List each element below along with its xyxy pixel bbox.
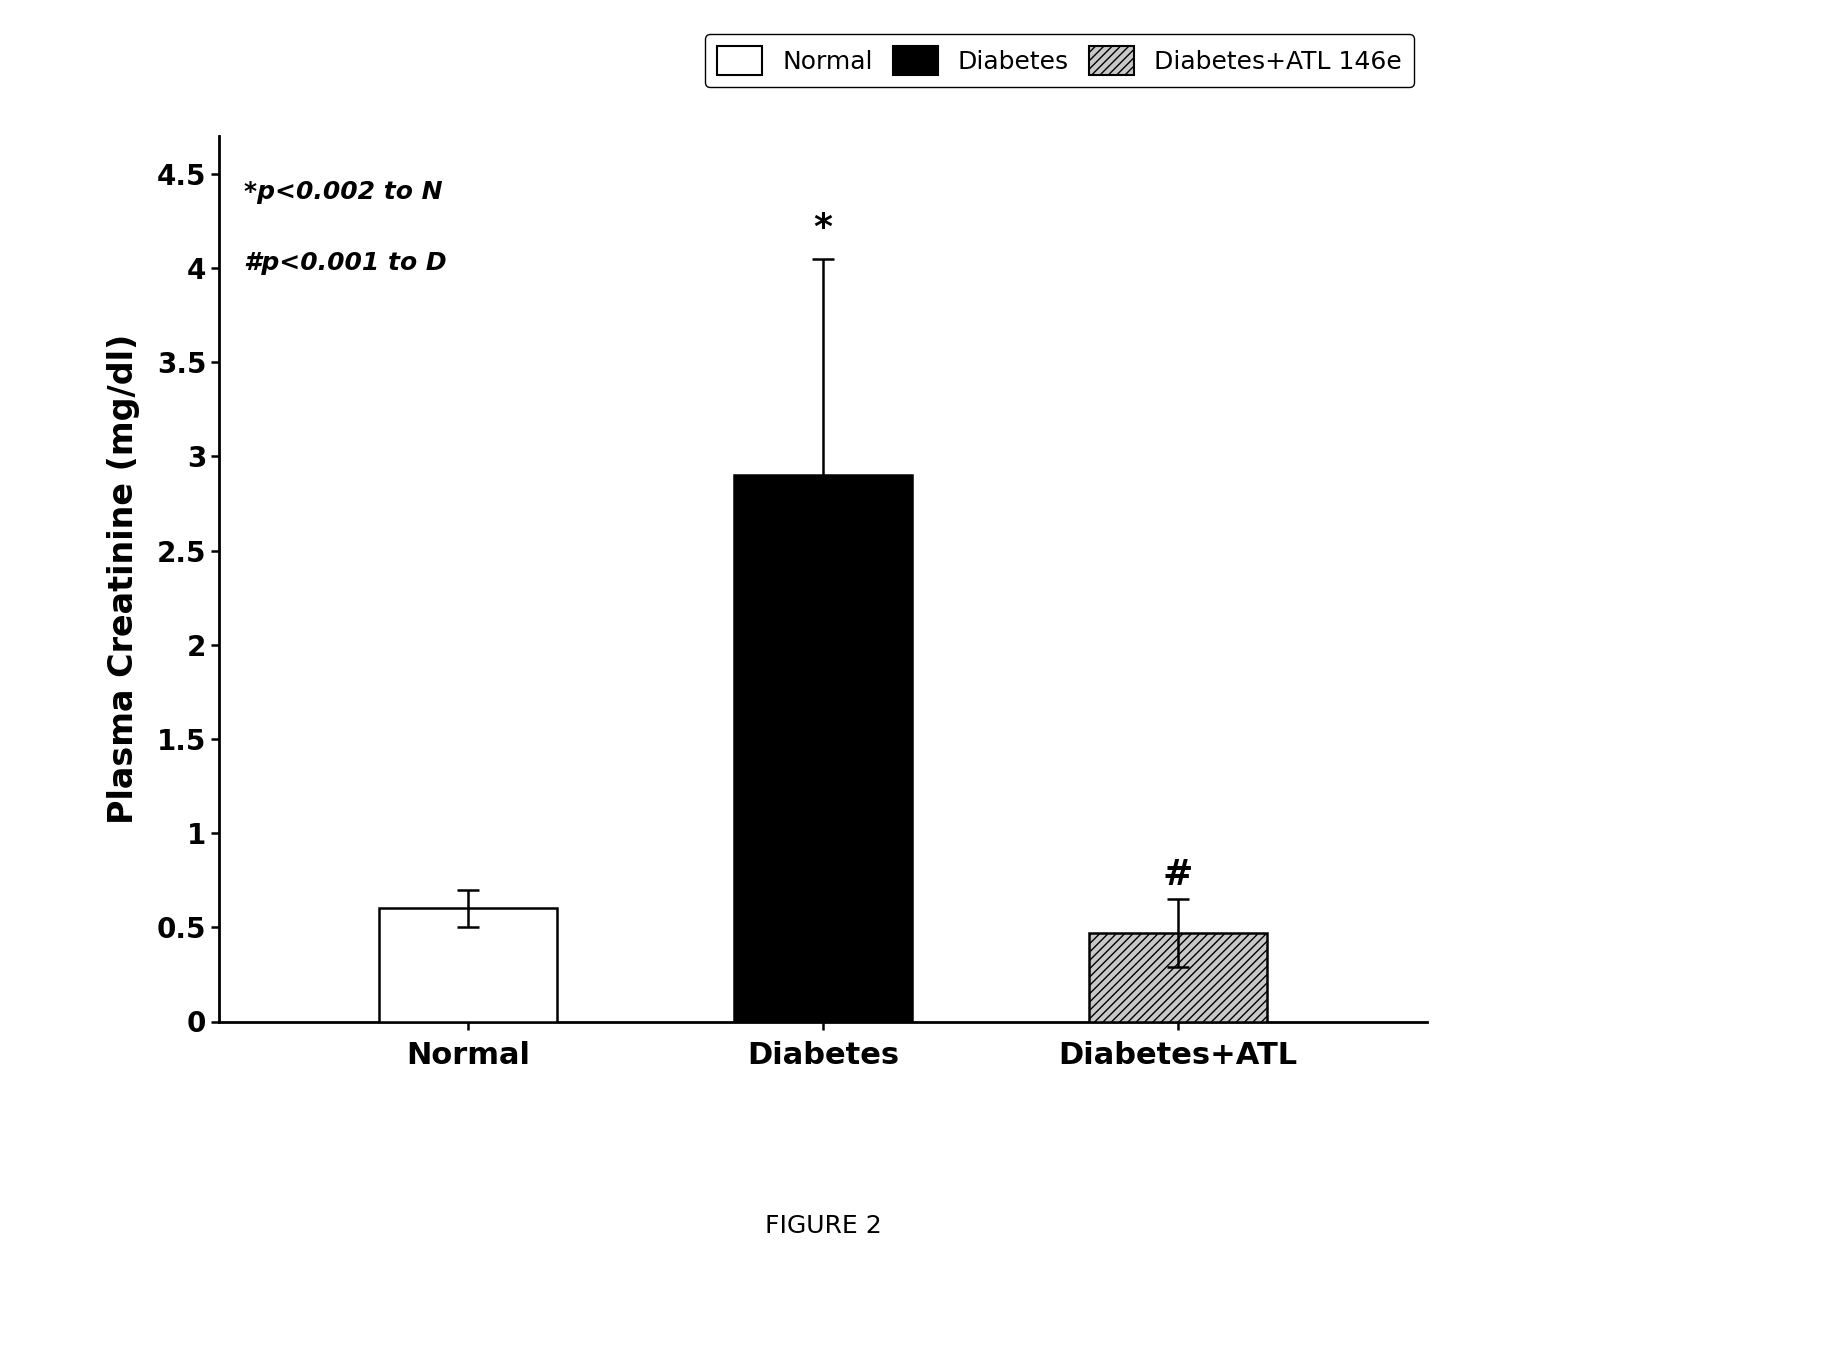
Bar <box>733 475 913 1022</box>
Bar <box>379 908 556 1022</box>
Bar <box>1090 933 1267 1022</box>
Y-axis label: Plasma Creatinine (mg/dl): Plasma Creatinine (mg/dl) <box>108 334 141 824</box>
Text: *: * <box>814 211 832 245</box>
Text: #: # <box>1163 858 1193 892</box>
Text: #p<0.001 to D: #p<0.001 to D <box>243 251 446 275</box>
Text: FIGURE 2: FIGURE 2 <box>765 1214 882 1238</box>
Text: *p<0.002 to N: *p<0.002 to N <box>243 181 443 204</box>
Legend: Normal, Diabetes, Diabetes+ATL 146e: Normal, Diabetes, Diabetes+ATL 146e <box>704 34 1414 87</box>
